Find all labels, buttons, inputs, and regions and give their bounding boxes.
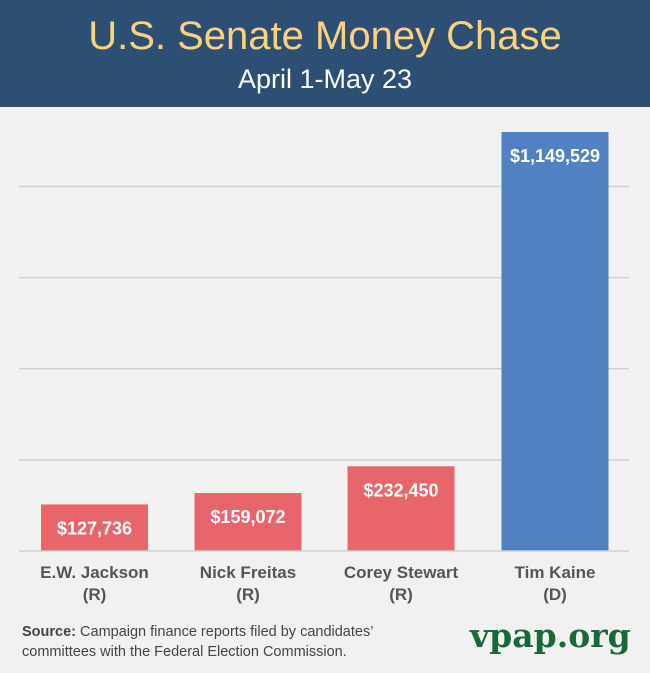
party-label: (R)	[389, 585, 413, 604]
bar	[194, 493, 302, 551]
data-label: $159,072	[210, 507, 285, 527]
data-label: $1,149,529	[510, 146, 600, 166]
bar	[41, 504, 148, 551]
bar	[501, 132, 609, 551]
bar	[347, 466, 455, 551]
chart-subtitle: April 1-May 23	[237, 64, 413, 94]
category-label: Tim Kaine	[515, 563, 596, 582]
party-label: (R)	[83, 585, 107, 604]
data-label: $127,736	[57, 518, 132, 538]
category-label: Corey Stewart	[344, 563, 459, 582]
category-label: E.W. Jackson	[40, 563, 149, 582]
party-label: (R)	[236, 585, 260, 604]
category-label: Nick Freitas	[200, 563, 296, 582]
chart-title: U.S. Senate Money Chase	[88, 14, 562, 58]
source-text: Campaign finance reports filed by candid…	[22, 624, 373, 660]
party-label: (D)	[543, 585, 567, 604]
vpap-logo[interactable]: vpap.org	[470, 616, 631, 655]
source-note: Source: Campaign finance reports filed b…	[22, 622, 442, 662]
source-label: Source:	[22, 624, 76, 640]
header: U.S. Senate Money Chase April 1-May 23	[0, 0, 650, 107]
data-label: $232,450	[363, 480, 438, 500]
